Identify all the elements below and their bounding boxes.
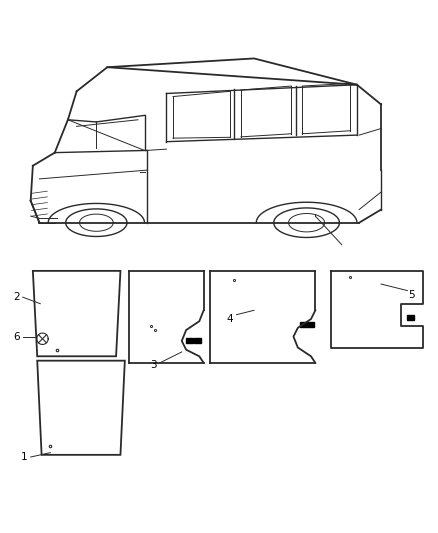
Text: 2: 2 [13,292,20,302]
Text: 6: 6 [13,332,20,342]
Text: 4: 4 [226,314,233,324]
Text: 5: 5 [408,290,415,300]
Text: 1: 1 [21,452,28,462]
Bar [300,322,307,327]
Bar [407,315,414,320]
Text: 3: 3 [150,360,157,370]
Bar [194,338,201,343]
Bar [307,322,314,327]
Bar [186,338,193,343]
